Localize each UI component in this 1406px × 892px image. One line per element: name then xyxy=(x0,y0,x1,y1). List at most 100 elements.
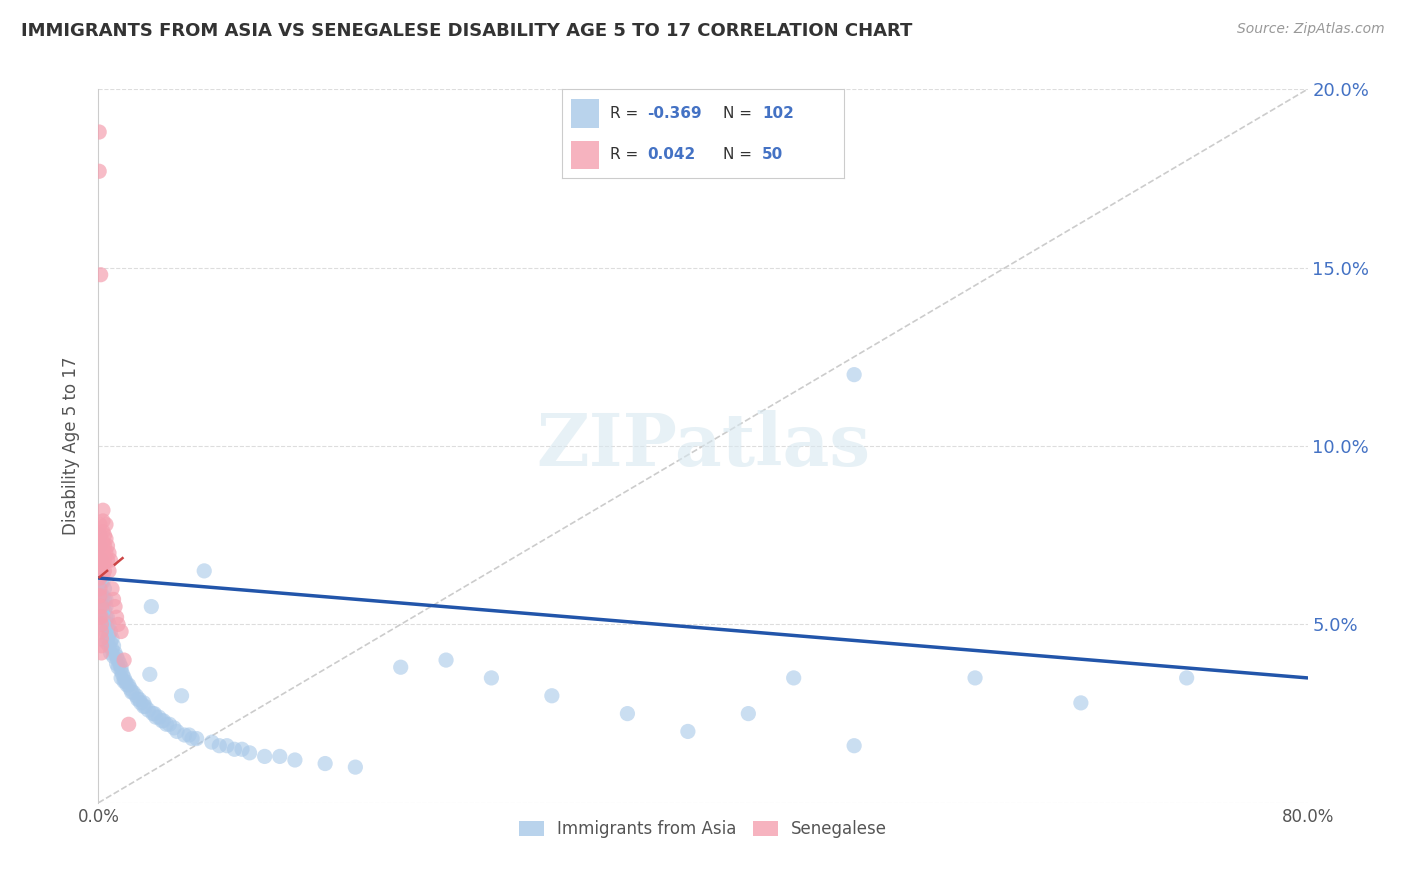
Point xyxy=(90,553,112,567)
Point xyxy=(89,553,111,567)
Point xyxy=(90,646,112,660)
Point xyxy=(91,564,114,578)
Point xyxy=(208,739,231,753)
Point xyxy=(90,599,112,614)
Point xyxy=(136,703,159,717)
Point xyxy=(90,589,112,603)
Text: -0.369: -0.369 xyxy=(647,106,702,120)
Point xyxy=(142,706,165,721)
Point xyxy=(159,717,181,731)
Point xyxy=(170,689,193,703)
Point xyxy=(93,553,115,567)
Point xyxy=(150,714,173,728)
Point xyxy=(90,610,112,624)
Point xyxy=(163,721,186,735)
Point xyxy=(94,517,117,532)
Point xyxy=(103,649,125,664)
Text: N =: N = xyxy=(723,106,756,120)
Point xyxy=(89,571,111,585)
Point xyxy=(120,681,142,696)
Point xyxy=(101,642,124,657)
Point xyxy=(231,742,253,756)
Point xyxy=(94,624,117,639)
Point xyxy=(110,664,132,678)
Point xyxy=(98,617,121,632)
Point xyxy=(112,671,135,685)
Point xyxy=(118,717,141,731)
Point xyxy=(128,692,150,706)
Point xyxy=(91,557,114,571)
Point xyxy=(89,599,111,614)
Point xyxy=(118,678,141,692)
Point xyxy=(90,624,112,639)
Point xyxy=(104,599,127,614)
Point xyxy=(100,646,122,660)
Point xyxy=(89,582,111,596)
Point xyxy=(224,742,246,756)
Point xyxy=(253,749,276,764)
Point xyxy=(201,735,224,749)
Point xyxy=(96,610,118,624)
Point xyxy=(94,546,117,560)
Point xyxy=(269,749,291,764)
Point xyxy=(737,706,759,721)
Point xyxy=(100,635,122,649)
Text: N =: N = xyxy=(723,147,756,161)
Legend: Immigrants from Asia, Senegalese: Immigrants from Asia, Senegalese xyxy=(512,814,894,845)
Text: ZIPatlas: ZIPatlas xyxy=(536,410,870,482)
Point xyxy=(89,589,111,603)
Point xyxy=(107,653,129,667)
Point xyxy=(110,624,132,639)
Text: R =: R = xyxy=(610,106,644,120)
Point xyxy=(91,535,114,549)
Point xyxy=(93,564,115,578)
Point xyxy=(101,632,124,646)
Point xyxy=(91,599,114,614)
Point xyxy=(93,582,115,596)
Point xyxy=(284,753,307,767)
Y-axis label: Disability Age 5 to 17: Disability Age 5 to 17 xyxy=(62,357,80,535)
Point xyxy=(89,610,111,624)
Point xyxy=(89,517,111,532)
Point xyxy=(389,660,412,674)
Point xyxy=(965,671,987,685)
Point xyxy=(783,671,806,685)
Point xyxy=(90,268,112,282)
Point xyxy=(100,624,122,639)
Point xyxy=(91,503,114,517)
Point xyxy=(844,739,866,753)
Point xyxy=(98,628,121,642)
Point xyxy=(94,635,117,649)
FancyBboxPatch shape xyxy=(571,99,599,128)
Point xyxy=(314,756,336,771)
Point xyxy=(152,714,174,728)
Point xyxy=(98,639,121,653)
Point xyxy=(89,125,111,139)
Point xyxy=(148,710,170,724)
Text: 50: 50 xyxy=(762,147,783,161)
Point xyxy=(105,657,128,671)
Point xyxy=(93,539,115,553)
Point xyxy=(89,546,111,560)
Point xyxy=(110,671,132,685)
Point xyxy=(616,706,638,721)
Point xyxy=(344,760,367,774)
Point xyxy=(94,532,117,546)
Point xyxy=(166,724,188,739)
Point xyxy=(94,599,117,614)
Point xyxy=(132,696,155,710)
Point xyxy=(193,564,215,578)
Text: Source: ZipAtlas.com: Source: ZipAtlas.com xyxy=(1237,22,1385,37)
Point xyxy=(173,728,195,742)
Point xyxy=(143,706,166,721)
Text: R =: R = xyxy=(610,147,644,161)
Point xyxy=(100,553,122,567)
Point xyxy=(103,592,125,607)
Point xyxy=(89,564,111,578)
Point xyxy=(91,514,114,528)
Point xyxy=(145,710,167,724)
Point xyxy=(89,535,111,549)
Point xyxy=(155,717,177,731)
Point xyxy=(239,746,262,760)
Text: 0.042: 0.042 xyxy=(647,147,695,161)
